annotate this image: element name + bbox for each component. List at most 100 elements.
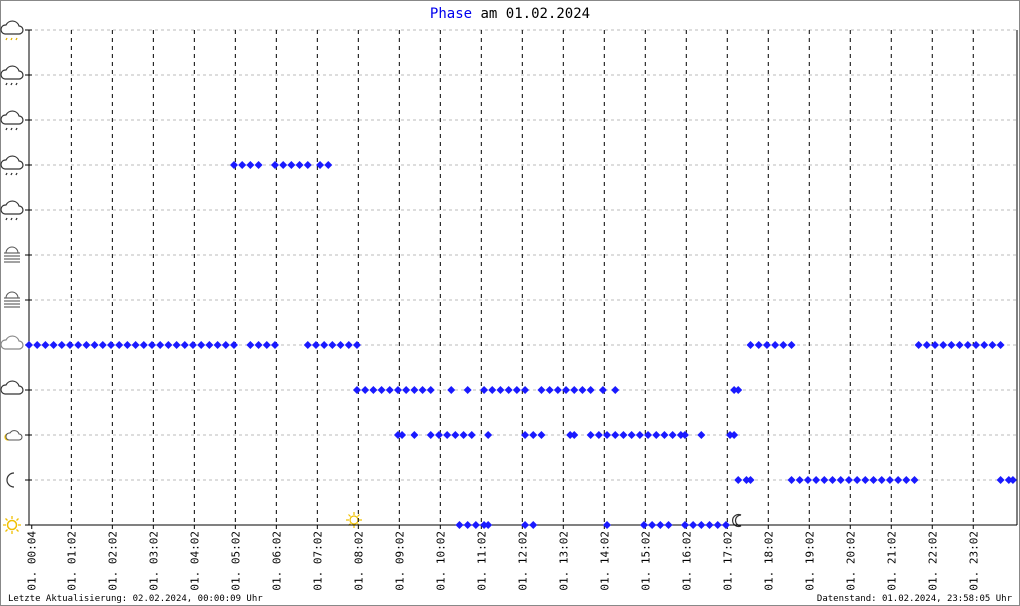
sun-rays <box>3 516 21 534</box>
point <box>553 386 562 394</box>
point <box>316 161 325 169</box>
point <box>726 431 735 439</box>
point <box>488 386 497 394</box>
title-date: am 01.02.2024 <box>481 6 591 22</box>
point <box>869 476 878 484</box>
point <box>648 521 657 529</box>
point <box>603 431 612 439</box>
cloud <box>0 200 24 215</box>
cloud <box>0 20 24 35</box>
x-tick-label: 01. 11:02 <box>475 531 488 591</box>
x-tick-label: 01. 22:02 <box>926 531 939 591</box>
cloud <box>5 291 19 299</box>
point <box>697 431 706 439</box>
cloud <box>5 430 23 441</box>
point <box>480 386 489 394</box>
point <box>106 341 115 349</box>
point <box>410 431 419 439</box>
point <box>836 476 845 484</box>
point <box>562 386 571 394</box>
point <box>644 431 653 439</box>
point <box>902 476 911 484</box>
point <box>65 341 74 349</box>
fog <box>4 252 20 263</box>
sun <box>6 519 18 531</box>
point <box>705 521 714 529</box>
point <box>885 476 894 484</box>
point <box>762 341 771 349</box>
point <box>947 341 956 349</box>
point <box>123 341 132 349</box>
point <box>246 161 255 169</box>
point <box>603 521 612 529</box>
x-tick-label: 01. 17:02 <box>721 531 734 591</box>
x-tick-label: 01. 10:02 <box>434 531 447 591</box>
point <box>635 431 644 439</box>
point <box>803 476 812 484</box>
level-icon <box>0 20 24 41</box>
precip <box>5 172 18 176</box>
level-icon <box>4 246 20 263</box>
point <box>246 341 255 349</box>
point <box>697 521 706 529</box>
point <box>771 341 780 349</box>
point <box>303 341 312 349</box>
point <box>910 476 919 484</box>
point <box>205 341 214 349</box>
x-tick-label: 01. 18:02 <box>762 531 775 591</box>
point <box>402 386 411 394</box>
cloud <box>0 335 24 350</box>
point <box>656 521 665 529</box>
point <box>426 431 435 439</box>
point <box>164 341 173 349</box>
x-tick-label: 01. 08:02 <box>352 531 365 591</box>
point <box>963 341 972 349</box>
point <box>680 431 689 439</box>
point <box>463 521 472 529</box>
point <box>972 341 981 349</box>
level-icon <box>0 380 24 395</box>
point <box>521 521 530 529</box>
point <box>512 386 521 394</box>
point <box>377 386 386 394</box>
x-tick-label: 01. 21:02 <box>885 531 898 591</box>
point <box>570 386 579 394</box>
point <box>361 386 370 394</box>
point <box>529 521 538 529</box>
x-tick-label: 01. 09:02 <box>393 531 406 591</box>
point <box>980 341 989 349</box>
point <box>742 476 751 484</box>
point <box>25 341 33 349</box>
point <box>853 476 862 484</box>
level-icon <box>0 65 24 86</box>
point <box>418 386 427 394</box>
point <box>229 161 238 169</box>
point <box>213 341 222 349</box>
point <box>627 431 636 439</box>
point <box>639 521 648 529</box>
point <box>287 161 296 169</box>
point <box>787 341 796 349</box>
point <box>570 431 579 439</box>
x-tick-label: 01. 06:02 <box>270 531 283 591</box>
cloud <box>0 380 24 395</box>
point <box>730 386 739 394</box>
point <box>480 521 489 529</box>
point <box>496 386 505 394</box>
point <box>734 476 743 484</box>
fog <box>4 297 20 308</box>
point <box>447 386 456 394</box>
point <box>180 341 189 349</box>
point <box>521 386 530 394</box>
point <box>861 476 870 484</box>
point <box>336 341 345 349</box>
point <box>398 431 407 439</box>
point <box>996 341 1005 349</box>
footer-right: Datenstand: 01.02.2024, 23:58:05 Uhr <box>817 594 1013 604</box>
point <box>730 431 739 439</box>
x-tick-label: 01. 03:02 <box>147 531 160 591</box>
point <box>746 476 755 484</box>
point <box>262 341 271 349</box>
point <box>303 161 312 169</box>
x-tick-label: 01. 19:02 <box>803 531 816 591</box>
